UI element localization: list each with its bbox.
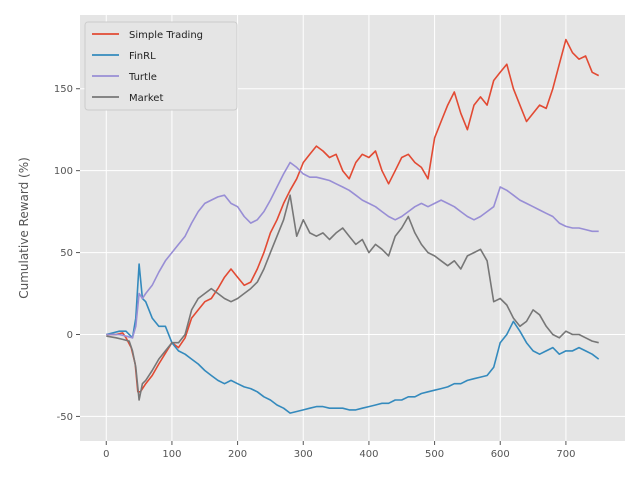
legend: Simple Trading FinRL Turtle Market: [84, 21, 238, 111]
series-line-simple-trading: [106, 38, 600, 393]
legend-label-simple-trading: Simple Trading: [129, 30, 203, 41]
legend-label-finrl: FinRL: [129, 51, 156, 62]
x-axis-ticks: 0 100 200 300 400 500 600 700: [103, 441, 575, 460]
y-tick-label: 150: [54, 84, 73, 95]
y-tick-label: 100: [54, 166, 73, 177]
series-line-finrl: [106, 263, 600, 414]
y-tick-label: 0: [67, 330, 73, 341]
legend-label-turtle: Turtle: [128, 72, 157, 83]
x-tick-label: 200: [228, 449, 247, 460]
legend-label-market: Market: [129, 93, 163, 104]
y-tick-label: 50: [60, 248, 73, 259]
legend-box: [84, 21, 238, 111]
x-tick-label: 100: [162, 449, 181, 460]
y-axis-title: Cumulative Reward (%): [17, 157, 31, 299]
y-axis-ticks: -50 0 50 100 150: [54, 84, 80, 423]
grid-lines: [80, 15, 625, 441]
series-layer: [106, 38, 600, 414]
x-tick-label: 700: [556, 449, 575, 460]
series-line-turtle: [106, 161, 599, 339]
series-line-market: [106, 194, 599, 401]
x-tick-label: 600: [491, 449, 510, 460]
y-tick-label: -50: [57, 412, 73, 423]
x-tick-label: 300: [294, 449, 313, 460]
x-tick-label: 400: [359, 449, 378, 460]
x-tick-label: 0: [103, 449, 109, 460]
x-tick-label: 500: [425, 449, 444, 460]
